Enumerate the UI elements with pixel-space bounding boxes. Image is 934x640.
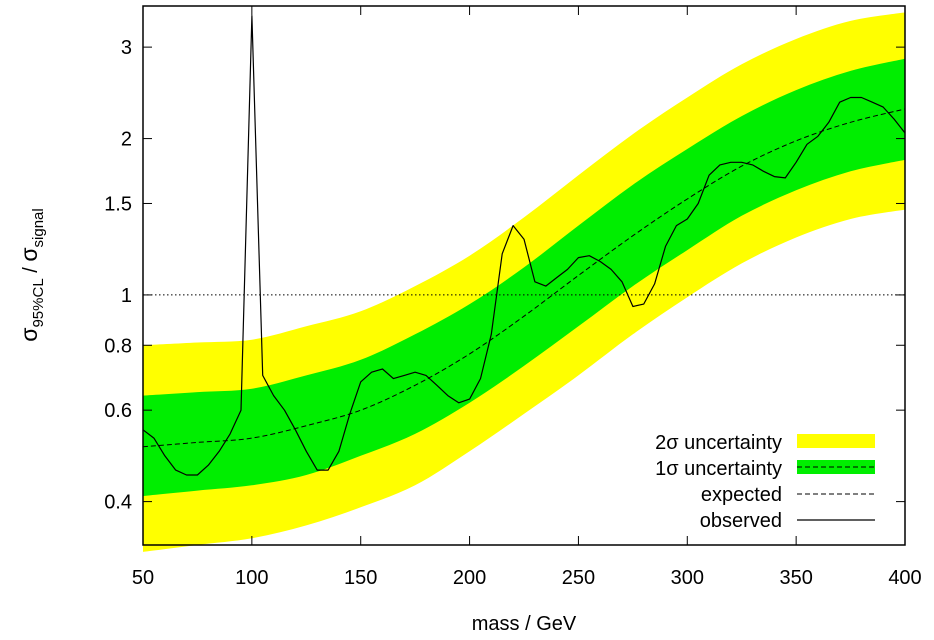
y-axis-label-prefix: σ bbox=[16, 328, 42, 342]
y-tick-label: 2 bbox=[121, 129, 132, 151]
y-tick-label: 0.6 bbox=[104, 400, 132, 422]
x-tick-label: 350 bbox=[779, 567, 812, 589]
y-axis-label-separator: / bbox=[20, 262, 42, 279]
y-tick-label: 1.5 bbox=[104, 193, 132, 215]
y-axis: 0.4 0.6 0.8 1 1.5 2 3 bbox=[104, 37, 905, 514]
band-1sigma bbox=[143, 58, 905, 496]
x-tick-label: 250 bbox=[562, 567, 595, 589]
x-axis: 50 100 150 200 250 300 350 400 bbox=[132, 6, 922, 589]
legend-swatch-1sigma bbox=[797, 460, 875, 474]
y-tick-label: 0.4 bbox=[104, 492, 132, 514]
y-axis-label-suffix-sub: signal bbox=[30, 208, 47, 247]
y-axis-label-suffix: σ bbox=[16, 247, 42, 261]
x-tick-label: 400 bbox=[888, 567, 921, 589]
legend-label-1sigma: 1σ uncertainty bbox=[655, 458, 782, 480]
series-observed bbox=[142, 15, 906, 476]
y-tick-label: 1 bbox=[121, 285, 132, 307]
legend-label-observed: observed bbox=[700, 510, 782, 532]
y-axis-label: σ95%CL / σsignal bbox=[16, 208, 47, 341]
x-axis-label: mass / GeV bbox=[472, 613, 577, 635]
legend-swatch-2sigma bbox=[797, 434, 875, 448]
y-tick-label: 0.8 bbox=[104, 335, 132, 357]
plot-content bbox=[142, 12, 906, 552]
x-tick-label: 200 bbox=[453, 567, 486, 589]
y-axis-label-prefix-sub: 95%CL bbox=[30, 278, 47, 327]
x-tick-label: 150 bbox=[344, 567, 377, 589]
y-tick-label: 3 bbox=[121, 37, 132, 59]
x-tick-label: 300 bbox=[671, 567, 704, 589]
series-expected bbox=[142, 108, 906, 448]
legend-label-expected: expected bbox=[701, 484, 782, 506]
x-tick-label: 50 bbox=[132, 567, 154, 589]
x-tick-label: 100 bbox=[235, 567, 268, 589]
legend: 2σ uncertainty 1σ uncertainty expected o… bbox=[655, 432, 875, 532]
legend-label-2sigma: 2σ uncertainty bbox=[655, 432, 782, 454]
plot-frame bbox=[142, 5, 906, 546]
